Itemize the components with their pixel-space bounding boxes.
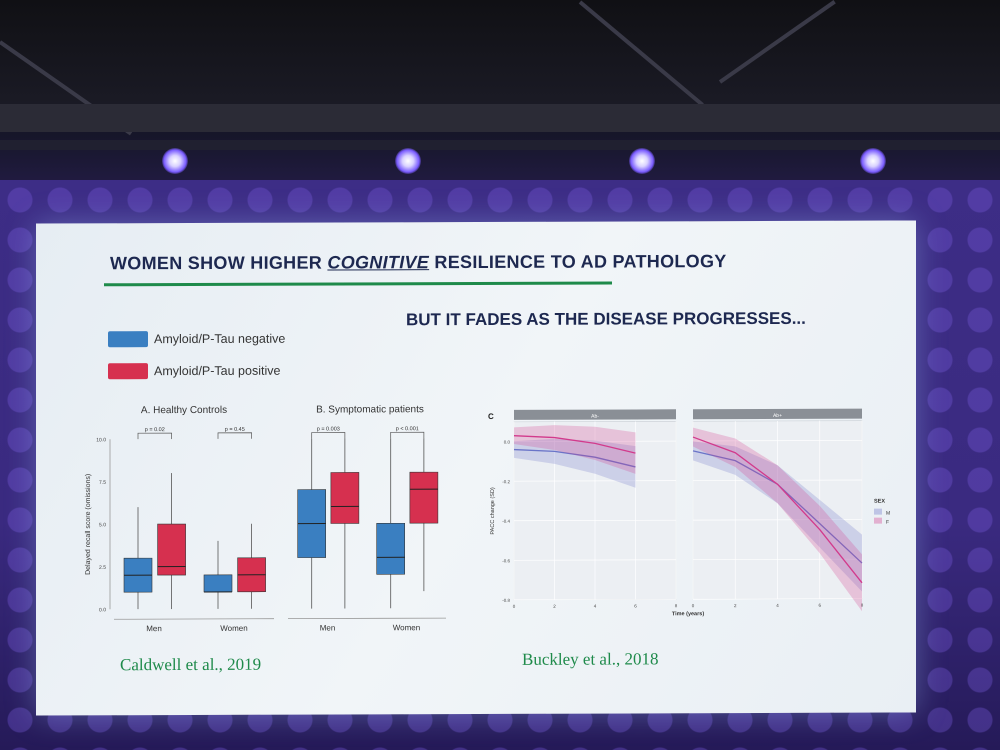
legend-key-M — [874, 508, 882, 515]
y-tick-label: 7.5 — [99, 480, 106, 486]
significance-bracket — [137, 432, 172, 440]
y-tick-label: 0.0 — [504, 440, 511, 445]
projection-screen: WOMEN SHOW HIGHER COGNITIVE RESILIENCE T… — [36, 220, 916, 716]
stage-light — [162, 148, 188, 174]
grid-line — [514, 559, 676, 561]
grid-line — [693, 519, 862, 521]
p-value-label: p = 0.45 — [225, 427, 245, 433]
series-line-F — [513, 435, 636, 454]
significance-bracket — [311, 432, 346, 439]
box-negative — [203, 574, 233, 593]
x-tick-label: 2 — [553, 604, 556, 609]
x-tick-label: 6 — [634, 603, 637, 608]
x-tick-label: 4 — [594, 604, 597, 609]
x-category-label: Men — [146, 624, 162, 633]
legend-title: SEX — [874, 499, 885, 505]
y-axis-label: Delayed recall score (omissions) — [85, 474, 92, 575]
citation-caldwell: Caldwell et al., 2019 — [120, 654, 262, 675]
facet-label: Ab+ — [773, 413, 782, 419]
x-tick-label: 2 — [734, 603, 737, 608]
y-tick-label: -0.2 — [502, 479, 510, 484]
lighting-truss — [0, 104, 1000, 132]
grid-line — [514, 440, 676, 442]
confidence-band-M — [693, 441, 862, 592]
grid-line — [693, 479, 862, 481]
box-negative — [376, 522, 406, 575]
x-tick-label: 8 — [675, 603, 678, 608]
legend-label: F — [886, 520, 889, 526]
y-tick-label: 2.5 — [99, 565, 106, 571]
ceiling — [0, 0, 1000, 110]
significance-bracket — [390, 431, 425, 439]
x-category-label: Women — [393, 623, 420, 632]
facet-strip — [514, 409, 676, 420]
citation-buckley: Buckley et al., 2018 — [522, 649, 659, 669]
box-positive — [409, 471, 439, 524]
grid-line — [693, 440, 862, 442]
y-tick-label: -0.8 — [502, 598, 510, 603]
x-category-label: Men — [320, 623, 336, 632]
confidence-band-F — [693, 427, 862, 612]
box-chart-title: A. Healthy Controls — [141, 405, 227, 416]
box-chart-title: B. Symptomatic patients — [316, 404, 424, 415]
grid-line — [514, 480, 676, 482]
grid-line — [514, 519, 676, 522]
panel-label: C — [488, 412, 494, 421]
x-category-label: Women — [220, 624, 247, 633]
stage-light — [395, 148, 421, 174]
x-tick-label: 0 — [513, 604, 516, 609]
y-axis-label: PACC change (SD) — [490, 487, 496, 534]
y-tick-label: -0.6 — [502, 558, 510, 563]
stage-light — [860, 148, 886, 174]
box-positive — [157, 523, 186, 576]
legend-label: M — [886, 511, 890, 517]
grid-line — [693, 598, 862, 600]
x-axis-line — [288, 617, 446, 620]
box-positive — [330, 472, 360, 524]
series-line-M — [513, 448, 636, 468]
x-tick-label: 6 — [818, 603, 821, 608]
series-line-F — [692, 436, 863, 584]
significance-bracket — [217, 432, 252, 439]
x-tick-label: 0 — [692, 603, 695, 608]
grid-line — [514, 598, 676, 601]
x-tick-label: 8 — [861, 603, 864, 608]
stage-light — [629, 148, 655, 174]
x-axis-label: Time (years) — [672, 611, 704, 617]
grid-line — [693, 558, 862, 561]
y-tick-label: 5.0 — [99, 522, 106, 528]
facet-label: Ab- — [591, 414, 599, 420]
x-axis-line — [114, 618, 274, 620]
legend-key-F — [874, 517, 882, 524]
p-value-label: p = 0.003 — [317, 426, 340, 432]
y-tick-label: 0.0 — [99, 607, 106, 613]
p-value-label: p < 0.001 — [396, 426, 419, 432]
y-tick-label: -0.4 — [502, 519, 510, 524]
x-tick-label: 4 — [776, 603, 779, 608]
lighting-truss — [0, 140, 1000, 150]
p-value-label: p = 0.02 — [145, 427, 165, 433]
y-tick-label: 10.0 — [96, 437, 106, 443]
charts-canvas: A. Healthy Controls 0.0 2.5 5.0 7.5 10.0 Delay… — [85, 404, 890, 633]
facet-strip — [693, 408, 862, 420]
